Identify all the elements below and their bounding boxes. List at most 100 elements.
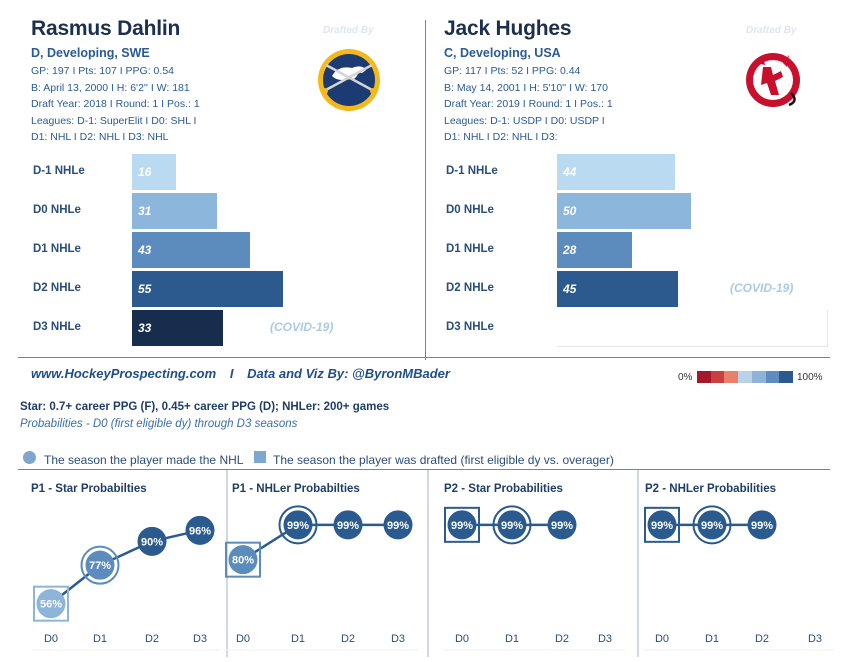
- probability-point: [547, 510, 577, 540]
- probability-point: [137, 526, 167, 556]
- drafted-season-legend-icon: [254, 451, 266, 463]
- nhle-category-label: D-1 NHLe: [33, 165, 85, 177]
- probability-point: [283, 510, 313, 540]
- probability-x-tick: D3: [598, 633, 612, 645]
- nhl-season-marker: [692, 505, 732, 545]
- player2-info-line: D1: NHL I D2: NHL I D3:: [444, 131, 558, 143]
- player1-info-line: D1: NHL I D2: NHL I D3: NHL: [31, 131, 169, 143]
- legend-divider: [18, 469, 830, 470]
- probability-x-tick: D2: [341, 633, 355, 645]
- probability-point: [697, 510, 727, 540]
- nhle-category-label: D2 NHLe: [446, 282, 494, 294]
- probability-panels: P1 - Star Probabilties D0 56% D1 77% D2 90% D3 9…: [0, 470, 853, 657]
- player1-info-line: Leagues: D-1: SuperElit I D0: SHL I: [31, 114, 197, 127]
- probability-x-tick: D2: [755, 633, 769, 645]
- player2-covid-note: (COVID-19): [730, 281, 794, 295]
- probability-point-label: 99%: [501, 520, 523, 532]
- probability-point-label: 99%: [451, 520, 473, 532]
- player2-info-line: B: May 14, 2001 I H: 5'10'' I W: 170: [444, 81, 608, 94]
- scale-min: 0%: [678, 372, 693, 383]
- drafted-season-legend-label: The season the player was drafted (first…: [273, 453, 614, 467]
- nhle-bar-value: 33: [138, 321, 152, 335]
- nhle-bar: [132, 310, 223, 346]
- player-divider: [425, 20, 426, 360]
- probability-point-label: 77%: [89, 560, 111, 572]
- nhle-bar-value: 16: [138, 165, 152, 179]
- probability-point-label: 99%: [751, 520, 773, 532]
- color-scale: [697, 371, 794, 383]
- site-link[interactable]: www.HockeyProspecting.com: [31, 366, 217, 381]
- devils-logo: [727, 43, 822, 115]
- player2-info-line: Leagues: D-1: USDP I D0: USDP I: [444, 114, 605, 127]
- player1-info-line: Draft Year: 2018 I Round: 1 I Pos.: 1: [31, 98, 200, 110]
- probability-x-tick: D2: [145, 633, 159, 645]
- player2-subtitle: C, Developing, USA: [444, 46, 561, 60]
- drafted-season-marker: [225, 541, 261, 578]
- probability-point: [228, 545, 258, 575]
- nhle-category-label: D3 NHLe: [33, 321, 81, 333]
- color-scale-swatch: [738, 371, 752, 383]
- probability-point: [383, 510, 413, 540]
- nhle-bar-value: 55: [138, 282, 152, 296]
- nhl-season-marker: [80, 545, 120, 585]
- probability-panel-title: P1 - NHLer Probabilties: [232, 483, 360, 495]
- drafted-season-marker: [444, 506, 480, 543]
- player2-drafted-by: Drafted By: [746, 25, 797, 36]
- nhle-bar: [557, 232, 633, 268]
- probability-point-label: 96%: [189, 525, 211, 537]
- player1-drafted-by: Drafted By: [323, 25, 374, 36]
- probability-point: [647, 510, 677, 540]
- probability-x-tick: D0: [44, 633, 58, 645]
- nhle-bar-value: 28: [563, 243, 577, 257]
- probability-x-tick: D3: [808, 633, 822, 645]
- probability-point-label: 80%: [232, 555, 254, 567]
- nhle-bar-value: 43: [138, 243, 152, 257]
- nhle-bar-value: 45: [563, 282, 577, 296]
- probability-point-label: 99%: [387, 520, 409, 532]
- nhle-category-label: D3 NHLe: [446, 321, 494, 333]
- probability-panel-title: P2 - Star Probabilities: [444, 483, 563, 495]
- probability-x-tick: D1: [705, 633, 719, 645]
- color-scale-swatch: [710, 371, 725, 383]
- probability-x-tick: D0: [236, 633, 250, 645]
- player1-subtitle: D, Developing, SWE: [31, 46, 150, 60]
- player1-info-line: B: April 13, 2000 I H: 6'2'' I W: 181: [31, 81, 190, 94]
- nhle-bar-value: 44: [563, 165, 577, 179]
- nhle-category-label: D1 NHLe: [33, 243, 81, 255]
- color-scale-swatch: [724, 371, 739, 383]
- player2-nhle-chart: D-1 NHLe 44 D0 NHLe 50 D1 NHLe 28 D2 NHLe 45 D3 …: [420, 145, 853, 350]
- probability-point-label: 99%: [551, 520, 573, 532]
- probability-point: [447, 510, 477, 540]
- nhle-bar: [132, 154, 176, 190]
- nhle-bar-value: 31: [138, 204, 152, 218]
- probability-point: [185, 515, 215, 545]
- player1-info-line: GP: 197 I Pts: 107 I PPG: 0.54: [31, 65, 174, 77]
- probability-x-tick: D0: [655, 633, 669, 645]
- player2-info-line: GP: 117 I Pts: 52 I PPG: 0.44: [444, 65, 581, 77]
- probability-point: [36, 589, 66, 619]
- nhle-bar: [557, 271, 678, 307]
- nhle-category-label: D0 NHLe: [33, 204, 81, 216]
- definitions-text: Star: 0.7+ career PPG (F), 0.45+ career …: [20, 401, 390, 413]
- drafted-season-marker: [644, 506, 680, 543]
- drafted-season-marker: [33, 585, 69, 622]
- probability-point: [747, 510, 777, 540]
- probability-point-label: 99%: [337, 520, 359, 532]
- probability-point-label: 56%: [40, 599, 62, 611]
- probability-x-tick: D0: [455, 633, 469, 645]
- nhle-bar: [132, 271, 284, 307]
- probability-x-tick: D3: [193, 633, 207, 645]
- player1-nhle-chart: D-1 NHLe 16 D0 NHLe 31 D1 NHLe 43 D2 NHLe 55 D3 …: [0, 145, 420, 350]
- probability-point-label: 99%: [651, 520, 673, 532]
- probabilities-note: Probabilities - D0 (first eligible dy) t…: [20, 418, 298, 430]
- color-scale-swatch: [765, 371, 780, 383]
- credits-line: www.HockeyProspecting.com I Data and Viz…: [31, 366, 450, 381]
- credit-text: Data and Viz By: @ByronMBader: [247, 366, 450, 381]
- nhle-bar: [132, 232, 251, 268]
- probability-point-label: 99%: [287, 520, 309, 532]
- probability-point-label: 99%: [701, 520, 723, 532]
- probability-x-tick: D1: [505, 633, 519, 645]
- probability-chart-svg: P1 - Star Probabilties D0 56% D1 77% D2 90% D3 9…: [31, 470, 835, 657]
- nhle-bar-value: 50: [563, 204, 577, 218]
- scale-max: 100%: [797, 372, 823, 383]
